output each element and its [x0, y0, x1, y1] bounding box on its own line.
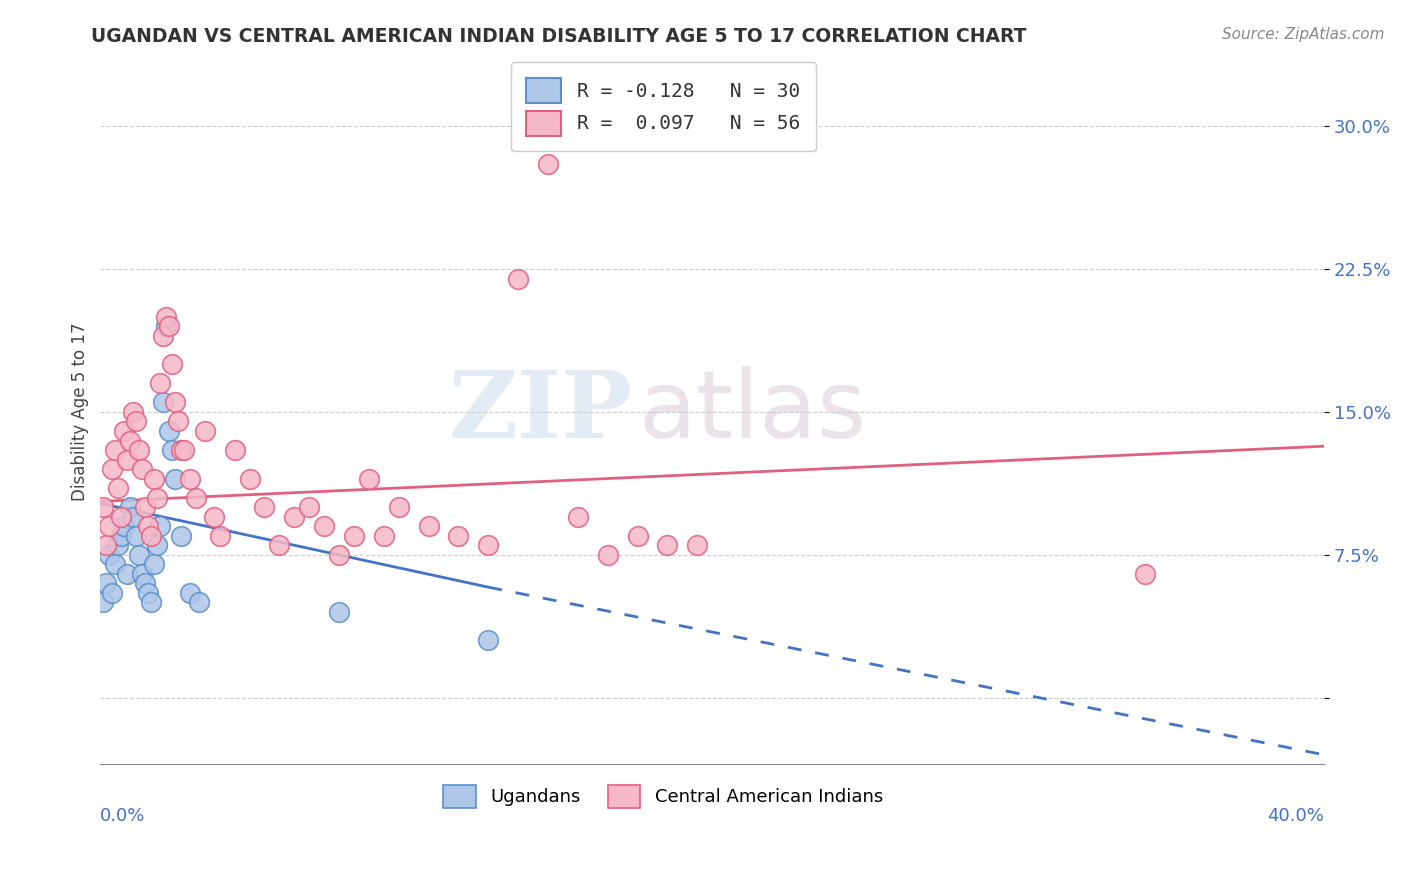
- Point: [163, 472, 186, 486]
- Point: [238, 472, 260, 486]
- Point: [202, 509, 225, 524]
- Point: [173, 443, 195, 458]
- Point: [179, 472, 201, 486]
- Point: [101, 462, 124, 476]
- Text: 0.0%: 0.0%: [100, 806, 146, 824]
- Point: [98, 548, 121, 562]
- Point: [373, 529, 395, 543]
- Point: [139, 529, 162, 543]
- Point: [170, 529, 193, 543]
- Point: [125, 529, 148, 543]
- Point: [136, 519, 159, 533]
- Point: [157, 319, 180, 334]
- Point: [179, 586, 201, 600]
- Point: [167, 414, 190, 428]
- Point: [170, 443, 193, 458]
- Point: [477, 633, 499, 648]
- Text: atlas: atlas: [638, 366, 868, 458]
- Point: [120, 434, 142, 448]
- Point: [343, 529, 366, 543]
- Point: [136, 586, 159, 600]
- Point: [91, 595, 114, 609]
- Point: [269, 538, 291, 552]
- Point: [157, 424, 180, 438]
- Text: Source: ZipAtlas.com: Source: ZipAtlas.com: [1222, 27, 1385, 42]
- Point: [107, 538, 129, 552]
- Point: [283, 509, 305, 524]
- Point: [328, 548, 350, 562]
- Point: [224, 443, 246, 458]
- Y-axis label: Disability Age 5 to 17: Disability Age 5 to 17: [72, 323, 89, 501]
- Point: [447, 529, 470, 543]
- Text: UGANDAN VS CENTRAL AMERICAN INDIAN DISABILITY AGE 5 TO 17 CORRELATION CHART: UGANDAN VS CENTRAL AMERICAN INDIAN DISAB…: [91, 27, 1026, 45]
- Point: [112, 519, 135, 533]
- Point: [388, 500, 411, 515]
- Point: [657, 538, 679, 552]
- Point: [253, 500, 276, 515]
- Point: [163, 395, 186, 409]
- Point: [104, 443, 127, 458]
- Point: [112, 424, 135, 438]
- Point: [537, 157, 560, 171]
- Point: [96, 538, 118, 552]
- Point: [107, 481, 129, 495]
- Point: [125, 414, 148, 428]
- Point: [143, 558, 166, 572]
- Point: [298, 500, 321, 515]
- Point: [152, 395, 174, 409]
- Point: [567, 509, 589, 524]
- Point: [131, 462, 153, 476]
- Point: [1133, 566, 1156, 581]
- Point: [131, 566, 153, 581]
- Point: [155, 310, 177, 324]
- Point: [101, 586, 124, 600]
- Point: [110, 529, 132, 543]
- Point: [596, 548, 619, 562]
- Point: [128, 548, 150, 562]
- Point: [149, 376, 172, 391]
- Text: ZIP: ZIP: [449, 367, 633, 457]
- Point: [508, 271, 530, 285]
- Point: [418, 519, 440, 533]
- Point: [104, 558, 127, 572]
- Point: [134, 576, 156, 591]
- Point: [686, 538, 709, 552]
- Point: [146, 538, 169, 552]
- Point: [120, 500, 142, 515]
- Point: [128, 443, 150, 458]
- Point: [149, 519, 172, 533]
- Point: [122, 405, 145, 419]
- Point: [194, 424, 217, 438]
- Point: [122, 509, 145, 524]
- Point: [155, 319, 177, 334]
- Point: [96, 576, 118, 591]
- Point: [187, 595, 209, 609]
- Point: [314, 519, 336, 533]
- Point: [626, 529, 648, 543]
- Text: 40.0%: 40.0%: [1267, 806, 1324, 824]
- Point: [91, 500, 114, 515]
- Point: [208, 529, 231, 543]
- Point: [146, 491, 169, 505]
- Point: [134, 500, 156, 515]
- Point: [115, 566, 138, 581]
- Point: [477, 538, 499, 552]
- Point: [328, 605, 350, 619]
- Point: [110, 509, 132, 524]
- Point: [160, 357, 183, 371]
- Point: [115, 452, 138, 467]
- Point: [139, 595, 162, 609]
- Point: [184, 491, 207, 505]
- Legend: Ugandans, Central American Indians: Ugandans, Central American Indians: [436, 778, 890, 815]
- Point: [143, 472, 166, 486]
- Point: [152, 328, 174, 343]
- Point: [357, 472, 380, 486]
- Point: [98, 519, 121, 533]
- Point: [160, 443, 183, 458]
